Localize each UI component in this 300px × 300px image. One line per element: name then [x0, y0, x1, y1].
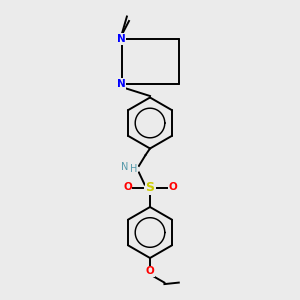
Text: S: S	[146, 181, 154, 194]
Text: N: N	[117, 79, 126, 89]
Text: O: O	[146, 266, 154, 277]
Text: N: N	[117, 34, 126, 44]
Text: N: N	[122, 162, 129, 172]
Text: O: O	[123, 182, 132, 193]
Text: H: H	[130, 164, 137, 175]
Text: O: O	[168, 182, 177, 193]
